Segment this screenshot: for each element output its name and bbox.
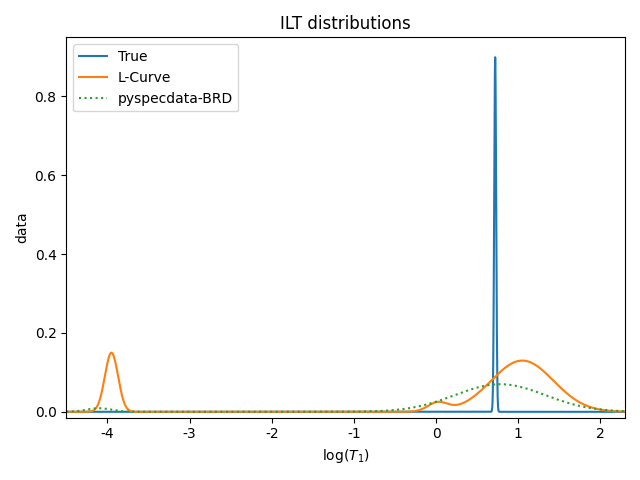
pyspecdata-BRD bbox=[621, 408, 629, 414]
L-Curve bbox=[265, 409, 273, 415]
pyspecdata-BRD bbox=[393, 407, 401, 413]
L-Curve bbox=[507, 361, 515, 367]
True bbox=[492, 54, 499, 60]
L-Curve bbox=[621, 408, 629, 414]
pyspecdata-BRD bbox=[496, 381, 504, 387]
Y-axis label: data: data bbox=[15, 212, 29, 243]
True bbox=[393, 409, 401, 415]
pyspecdata-BRD bbox=[90, 406, 98, 411]
L-Curve bbox=[63, 409, 70, 415]
Line: L-Curve: L-Curve bbox=[67, 353, 625, 412]
pyspecdata-BRD bbox=[265, 409, 273, 415]
True bbox=[621, 409, 629, 415]
pyspecdata-BRD bbox=[507, 382, 515, 388]
True bbox=[417, 409, 425, 415]
pyspecdata-BRD bbox=[180, 409, 188, 415]
X-axis label: log($T_1$): log($T_1$) bbox=[322, 447, 369, 465]
L-Curve bbox=[393, 409, 401, 415]
L-Curve bbox=[180, 409, 188, 415]
True bbox=[90, 409, 98, 415]
L-Curve bbox=[417, 407, 425, 412]
L-Curve bbox=[477, 388, 484, 394]
pyspecdata-BRD bbox=[477, 384, 484, 390]
L-Curve bbox=[108, 350, 115, 356]
pyspecdata-BRD bbox=[417, 403, 425, 408]
True bbox=[477, 409, 484, 415]
Title: ILT distributions: ILT distributions bbox=[280, 15, 411, 33]
Legend: True, L-Curve, pyspecdata-BRD: True, L-Curve, pyspecdata-BRD bbox=[73, 44, 239, 111]
L-Curve bbox=[90, 407, 98, 413]
True bbox=[265, 409, 273, 415]
pyspecdata-BRD bbox=[63, 409, 70, 415]
True bbox=[63, 409, 70, 415]
True bbox=[506, 409, 514, 415]
Line: pyspecdata-BRD: pyspecdata-BRD bbox=[67, 384, 625, 412]
Line: True: True bbox=[67, 57, 625, 412]
